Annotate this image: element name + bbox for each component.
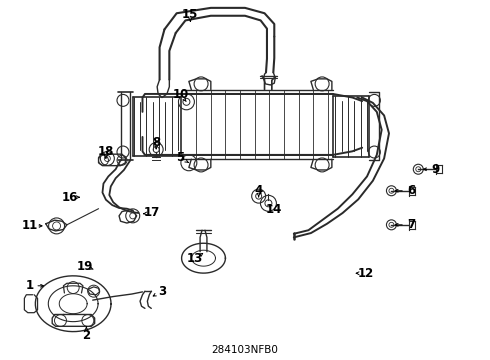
Text: 13: 13 <box>187 252 203 265</box>
Text: 3: 3 <box>158 285 166 298</box>
Text: 2: 2 <box>82 329 91 342</box>
Text: 1: 1 <box>25 279 33 292</box>
Text: 5: 5 <box>176 151 185 164</box>
Text: 11: 11 <box>22 219 38 233</box>
Text: 17: 17 <box>144 207 160 220</box>
Text: 4: 4 <box>254 184 263 197</box>
Text: 12: 12 <box>358 267 374 280</box>
Text: 6: 6 <box>407 184 415 197</box>
Text: 9: 9 <box>431 163 440 176</box>
Text: 14: 14 <box>266 203 282 216</box>
Text: 10: 10 <box>172 88 189 101</box>
Text: 15: 15 <box>182 8 198 21</box>
Text: 8: 8 <box>152 136 160 149</box>
Text: 18: 18 <box>98 145 114 158</box>
Text: 284103NFB0: 284103NFB0 <box>212 345 278 355</box>
Text: 19: 19 <box>77 260 93 273</box>
Text: 16: 16 <box>62 191 78 204</box>
Text: 7: 7 <box>407 218 415 231</box>
